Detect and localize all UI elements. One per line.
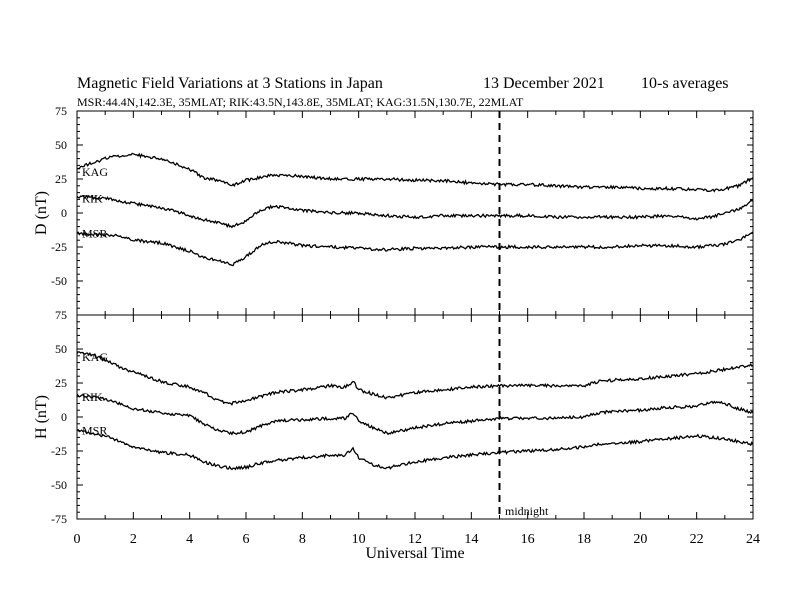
- x-tick-label: 10: [352, 532, 366, 547]
- y-tick-label: 0: [61, 410, 67, 424]
- series-line-msr: [76, 231, 754, 267]
- y-tick-label: 25: [55, 376, 67, 390]
- chart-title: Magnetic Field Variations at 3 Stations …: [77, 75, 383, 92]
- series-line-msr: [76, 428, 754, 471]
- x-tick-label: 24: [746, 532, 760, 547]
- y-axis-label: H (nT): [33, 395, 50, 439]
- y-tick-label: 75: [55, 104, 67, 118]
- x-tick-label: 12: [408, 532, 422, 547]
- x-tick-label: 14: [464, 532, 478, 547]
- series-label-rik: RIK: [82, 192, 103, 206]
- series-line-kag: [76, 351, 754, 406]
- y-tick-label: 50: [55, 342, 67, 356]
- series-label-rik: RIK: [82, 390, 103, 404]
- y-tick-label: -50: [51, 478, 67, 492]
- stations-subtitle: MSR:44.4N,142.3E, 35MLAT; RIK:43.5N,143.…: [77, 95, 524, 109]
- x-tick-label: 8: [299, 532, 306, 547]
- series-label-msr: MSR: [82, 424, 107, 438]
- midnight-label: midnight: [505, 504, 549, 518]
- x-tick-label: 4: [186, 532, 193, 547]
- y-tick-label: -75: [51, 512, 67, 526]
- series-line-rik: [76, 393, 754, 436]
- y-tick-label: 50: [55, 138, 67, 152]
- x-tick-label: 22: [690, 532, 704, 547]
- x-tick-label: 16: [521, 532, 535, 547]
- y-tick-label: 75: [55, 308, 67, 322]
- series-label-msr: MSR: [82, 226, 107, 240]
- panel-d: 75 50 25 0 -25 -50 D (nT) KAG RIK MSR: [33, 104, 754, 316]
- y-tick-label: -50: [51, 274, 67, 288]
- y-tick-label: -25: [51, 444, 67, 458]
- y-axis-label: D (nT): [33, 191, 50, 235]
- x-tick-label: 2: [130, 532, 137, 547]
- x-axis-label: Universal Time: [365, 545, 464, 562]
- x-tick-label: 0: [74, 532, 81, 547]
- series-line-rik: [76, 194, 754, 229]
- x-tick-label: 6: [243, 532, 250, 547]
- panel-frame: [76, 314, 754, 520]
- y-tick-label: -25: [51, 240, 67, 254]
- y-tick-label: 25: [55, 172, 67, 186]
- chart-averaging: 10-s averages: [641, 75, 729, 92]
- series-line-kag: [76, 152, 754, 193]
- chart-date: 13 December 2021: [483, 75, 605, 92]
- series-label-kag: KAG: [82, 350, 108, 364]
- x-tick-label: 18: [577, 532, 591, 547]
- x-tick-label: 20: [633, 532, 647, 547]
- series-label-kag: KAG: [82, 165, 108, 179]
- y-tick-label: 0: [61, 206, 67, 220]
